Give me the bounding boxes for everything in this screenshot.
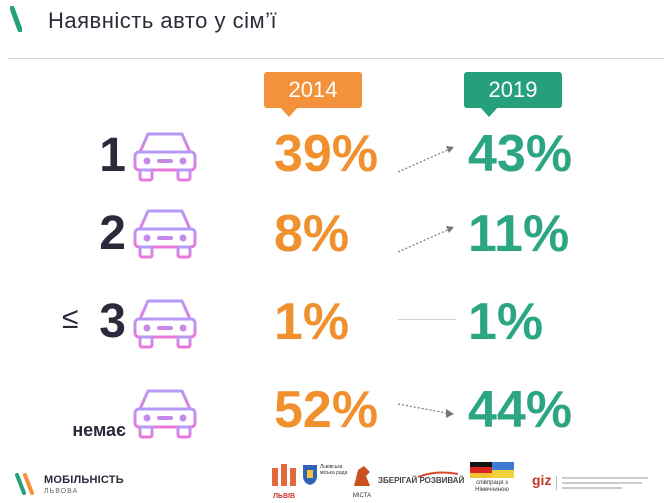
row-label-none: немає xyxy=(72,420,126,440)
footer-brand-name: МОБІЛЬНІСТЬ xyxy=(44,474,124,486)
trend-arrow-icon xyxy=(397,403,454,418)
page-title: Наявність авто у сім’ї xyxy=(48,8,278,33)
car-icon xyxy=(133,389,197,439)
trend-arrow-icon xyxy=(397,226,454,253)
ukraine-flag-icon xyxy=(492,462,514,478)
header-divider xyxy=(8,58,664,59)
swoosh-icon xyxy=(417,471,459,478)
pct-2014: 8% xyxy=(274,205,350,263)
giz-placeholder-line xyxy=(562,487,622,489)
german-flag-icon xyxy=(470,462,492,478)
pct-2019: 44% xyxy=(468,381,573,439)
pct-2014: 1% xyxy=(274,293,350,351)
cooperation-logo: співпраця з Німеччиною xyxy=(466,462,518,498)
council-logo: Львівська міська рада xyxy=(302,462,348,498)
less-equal-sign: ≤ xyxy=(62,302,79,335)
no-change-line xyxy=(398,319,456,320)
giz-divider xyxy=(556,476,557,490)
pct-2014: 52% xyxy=(274,381,379,439)
row-label-2: 2 xyxy=(99,207,126,260)
car-icon xyxy=(133,299,197,349)
row-label-1: 1 xyxy=(99,129,126,182)
lviv-crest-icon xyxy=(272,464,296,486)
trend-arrow-icon xyxy=(397,146,454,173)
brand-mark-icon xyxy=(10,6,22,32)
pct-2019: 1% xyxy=(468,293,544,351)
year-tag-2014: 2014 xyxy=(264,72,362,117)
zberihay-logo: ЗБЕРІГАЙ РОЗВИВАЙ xyxy=(378,470,465,492)
footer-brand-sub: ЛЬВОВА xyxy=(44,488,79,495)
row-label-3: 3 xyxy=(99,295,126,348)
giz-placeholder-line xyxy=(562,477,648,479)
lviv-logo-text: ЛЬВІВ xyxy=(273,493,295,500)
car-icon xyxy=(133,132,197,182)
cities-logo: МІСТА xyxy=(350,462,374,499)
mobility-logo-icon xyxy=(15,473,34,495)
cities-logo-text: МІСТА xyxy=(352,493,372,499)
year-tag-2019: 2019 xyxy=(464,72,562,117)
lviv-logo: ЛЬВІВ xyxy=(270,462,298,500)
giz-logo-text: giz xyxy=(532,472,552,488)
car-icon xyxy=(133,209,197,259)
pct-2019: 11% xyxy=(468,205,570,263)
lion-icon xyxy=(354,466,370,486)
giz-placeholder-line xyxy=(562,482,642,484)
zberihay-logo-text: ЗБЕРІГАЙ РОЗВИВАЙ xyxy=(378,476,465,485)
council-shield-icon xyxy=(303,465,317,485)
cooperation-logo-text: співпраця з Німеччиною xyxy=(475,480,509,493)
giz-logo: giz xyxy=(532,472,652,494)
council-logo-text: Львівська міська рада xyxy=(320,464,348,476)
pct-2014: 39% xyxy=(274,125,379,183)
pct-2019: 43% xyxy=(468,125,573,183)
